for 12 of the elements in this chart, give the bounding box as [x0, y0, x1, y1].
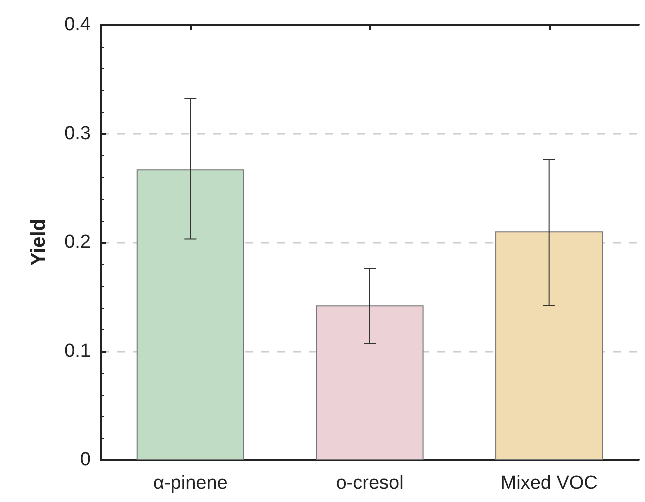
- y-tick-label: 0.2: [64, 232, 91, 253]
- y-tick-label: 0.1: [64, 340, 91, 362]
- bar: [316, 306, 424, 460]
- bar: [136, 170, 244, 460]
- bar: [496, 232, 604, 460]
- x-tick-label: α-pinene: [153, 473, 228, 494]
- y-tick-label: 0: [80, 450, 91, 470]
- x-tick-label: o-cresol: [336, 473, 404, 494]
- x-tick-label: Mixed VOC: [500, 473, 598, 494]
- y-tick-label: 0.3: [64, 123, 91, 144]
- y-axis-title: Yield: [28, 218, 50, 266]
- y-tick-label: 0.4: [64, 14, 92, 36]
